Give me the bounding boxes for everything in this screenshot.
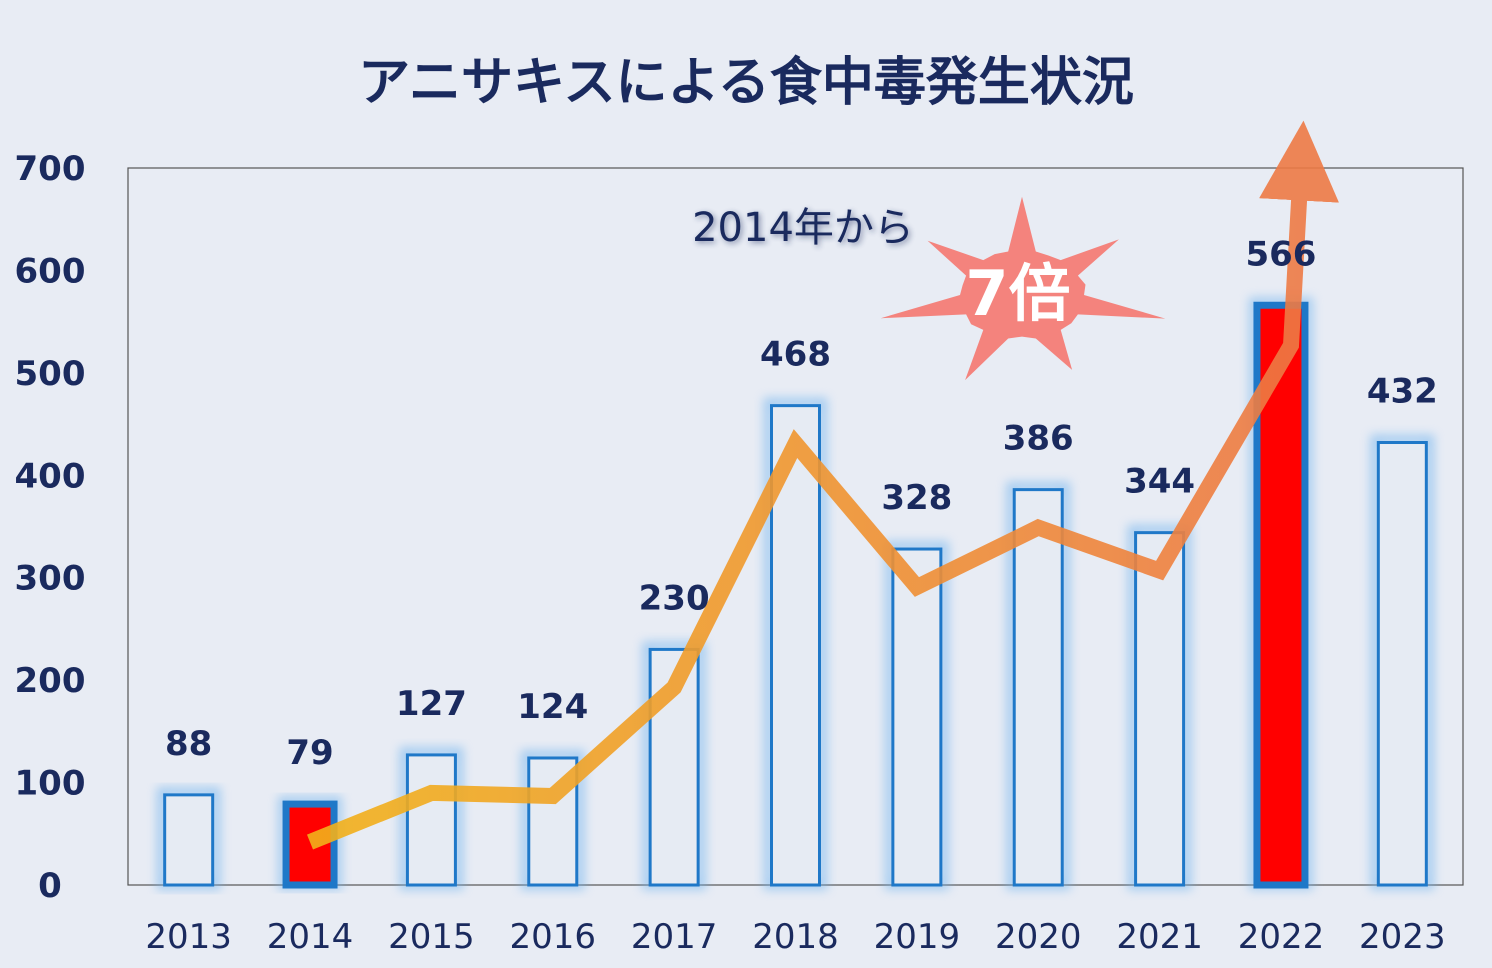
- annotation: 2014年から 2014年から 7倍: [692, 196, 1166, 381]
- value-label-2014: 79: [286, 733, 333, 773]
- y-tick-label: 100: [15, 764, 86, 804]
- chart-title: アニサキスによる食中毒発生状況: [358, 53, 1134, 113]
- y-tick-label: 200: [15, 661, 86, 701]
- x-tick-label-2022: 2022: [1238, 917, 1325, 957]
- bar-2018: [770, 404, 821, 887]
- bar-2019: [891, 547, 943, 887]
- x-tick-label-2018: 2018: [752, 917, 839, 957]
- y-tick-label: 700: [15, 149, 86, 189]
- value-label-2017: 230: [639, 578, 710, 618]
- y-tick-label: 400: [15, 456, 86, 496]
- value-label-2018: 468: [760, 335, 831, 375]
- annotation-text: 2014年から: [692, 205, 914, 251]
- y-axis: 0 100 200 300 400 500 600 700: [15, 149, 86, 906]
- x-axis: 2013 2014 2015 2016 2017 2018 2019 2020 2021 2022…: [145, 917, 1445, 957]
- value-label-2020: 386: [1003, 419, 1074, 459]
- value-label-2021: 344: [1124, 462, 1195, 502]
- burst-shape: [880, 196, 1166, 381]
- trend-arrow: [306, 120, 1339, 850]
- value-label-2015: 127: [396, 684, 467, 724]
- bar-2013: [163, 793, 215, 887]
- burst-text: 7倍: [965, 257, 1070, 330]
- x-tick-label-2016: 2016: [510, 917, 597, 957]
- x-tick-label-2014: 2014: [267, 917, 354, 957]
- value-label-2013: 88: [165, 724, 212, 764]
- y-tick-label: 0: [38, 866, 62, 906]
- trend-line: [306, 120, 1339, 850]
- value-label-2019: 328: [881, 478, 952, 518]
- bar-2015: [405, 753, 457, 887]
- x-tick-label-2019: 2019: [874, 917, 961, 957]
- x-tick-label-2015: 2015: [388, 917, 475, 957]
- bars: [156, 297, 1435, 891]
- y-tick-label: 600: [15, 251, 86, 291]
- annotation-text-shadow: 2014年から: [694, 207, 916, 253]
- value-label-2022: 566: [1245, 234, 1316, 274]
- bar-2020: [1012, 488, 1064, 887]
- x-tick-label-2013: 2013: [145, 917, 232, 957]
- value-label-2016: 124: [517, 687, 588, 727]
- value-labels: 88 79 127 124 230 468 328 386 344 566 432: [165, 234, 1438, 773]
- y-tick-label: 500: [15, 354, 86, 394]
- x-tick-label-2017: 2017: [631, 917, 718, 957]
- bar-2021: [1134, 531, 1186, 887]
- x-tick-label-2023: 2023: [1359, 917, 1446, 957]
- x-tick-label-2020: 2020: [995, 917, 1082, 957]
- x-tick-label-2021: 2021: [1116, 917, 1203, 957]
- value-label-2023: 432: [1367, 372, 1438, 412]
- bar-2014: [282, 800, 338, 889]
- bar-2023: [1376, 441, 1428, 887]
- y-tick-label: 300: [15, 559, 86, 599]
